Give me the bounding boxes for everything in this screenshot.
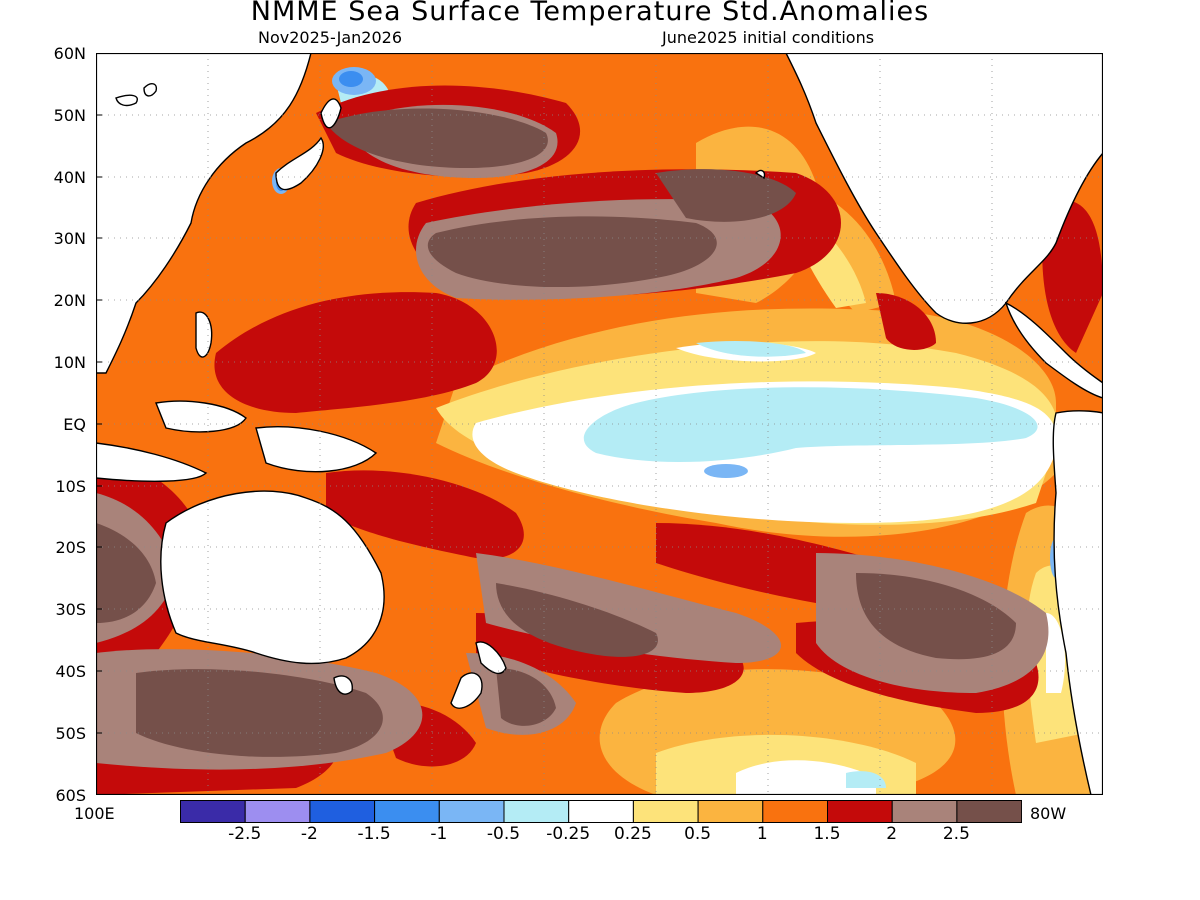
colorbar	[180, 800, 1023, 828]
colorbar-swatch	[827, 800, 893, 823]
forecast-period: Nov2025-Jan2026	[258, 28, 402, 47]
colorbar-swatch	[762, 800, 828, 823]
colorbar-swatch	[374, 800, 440, 823]
lat-label: 10N	[53, 353, 86, 372]
colorbar-tick-label: 1.5	[813, 824, 841, 844]
colorbar-swatch	[244, 800, 311, 823]
colorbar-swatch	[956, 800, 1023, 823]
initial-conditions: June2025 initial conditions	[662, 28, 875, 47]
lat-label: 60S	[55, 786, 86, 805]
colorbar-swatch	[697, 800, 764, 823]
colorbar-swatch	[568, 800, 634, 823]
lat-label: 10S	[55, 477, 86, 496]
colorbar-tick-label: -0.5	[486, 824, 521, 844]
lat-label: EQ	[63, 415, 86, 434]
lat-label: 40S	[55, 662, 86, 681]
colorbar-tick-label: 1	[756, 824, 768, 844]
colorbar-tick-label: 2	[886, 824, 898, 844]
lat-label: 40N	[53, 168, 86, 187]
colorbar-swatch	[632, 800, 699, 823]
colorbar-tick-label: -2	[300, 824, 318, 844]
lat-label: 30S	[55, 600, 86, 619]
lon-label-east: 80W	[1030, 804, 1067, 823]
lat-label: 30N	[53, 229, 86, 248]
lat-label: 50S	[55, 724, 86, 743]
colorbar-tick-label: -1	[430, 824, 448, 844]
sst-anomaly-map	[95, 52, 1104, 796]
colorbar-tick-label: -1.5	[357, 824, 391, 844]
map-title: NMME Sea Surface Temperature Std.Anomali…	[250, 0, 930, 27]
colorbar-tick-label: 0.5	[684, 824, 712, 844]
lat-label: 50N	[53, 106, 86, 125]
lon-label-west: 100E	[74, 804, 115, 823]
colorbar-swatch	[309, 800, 376, 823]
colorbar-swatch	[503, 800, 570, 823]
land	[96, 53, 1103, 795]
anomaly-neg-0.25	[336, 74, 1038, 788]
colorbar-tick-label: -2.5	[228, 824, 262, 844]
colorbar-swatch	[180, 800, 246, 823]
colorbar-tick-label: 0.25	[613, 824, 652, 844]
lat-ticks	[96, 53, 102, 734]
colorbar-tick-label: -0.25	[546, 824, 591, 844]
graticule	[96, 53, 1103, 795]
colorbar-swatch	[438, 800, 505, 823]
colorbar-tick-label: 2.5	[942, 824, 970, 844]
lat-label: 20N	[53, 291, 86, 310]
colorbar-swatch	[891, 800, 958, 823]
lat-label: 60N	[53, 44, 86, 63]
lat-label: 20S	[55, 538, 86, 557]
